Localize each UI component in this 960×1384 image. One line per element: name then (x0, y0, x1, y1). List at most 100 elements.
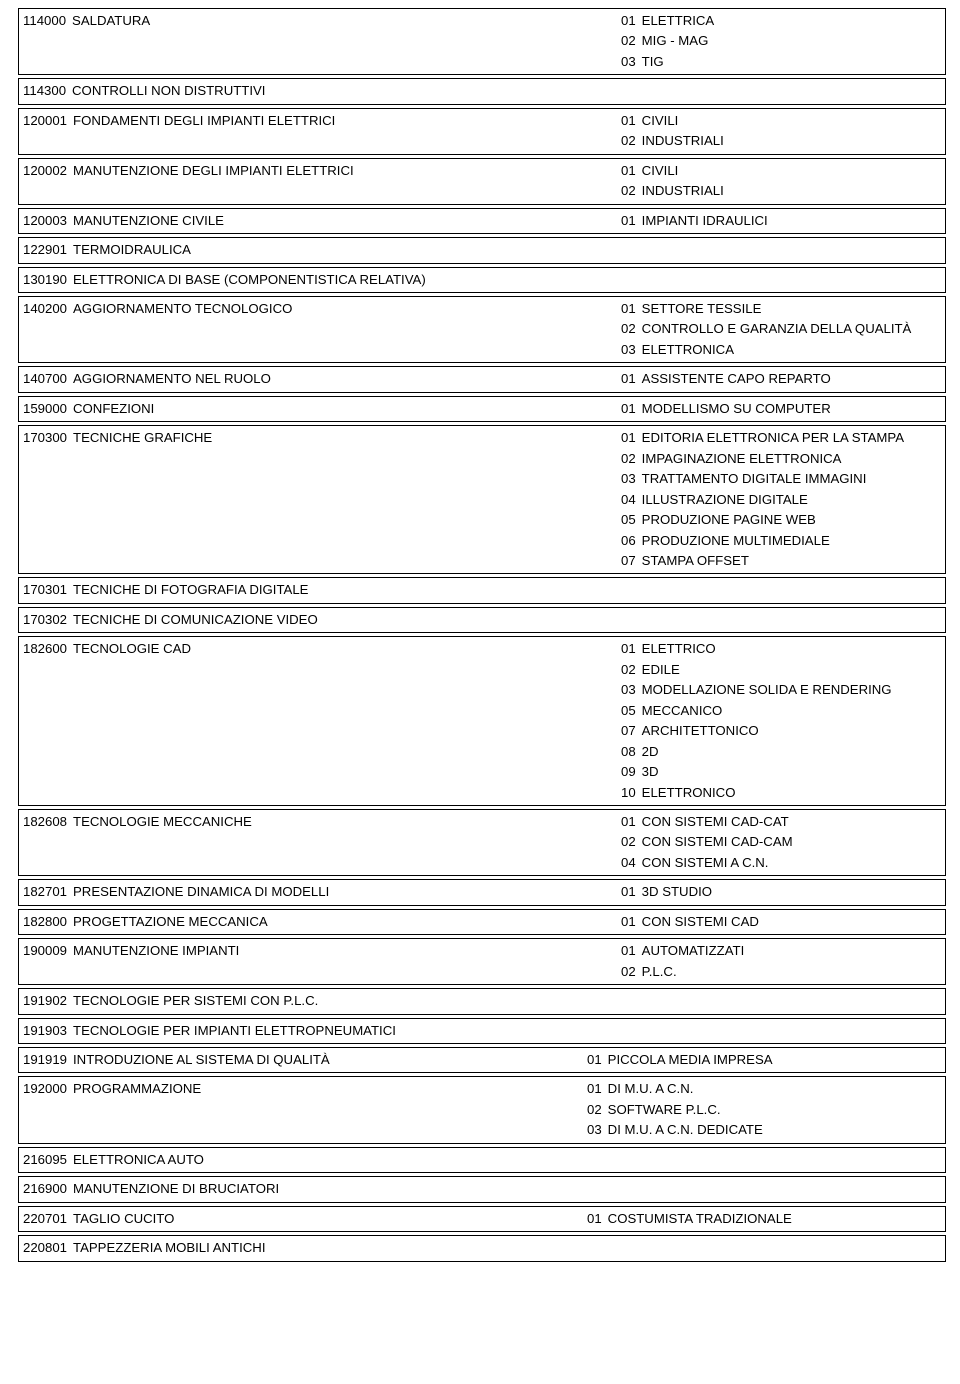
entry-row: 191903TECNOLOGIE PER IMPIANTI ELETTROPNE… (23, 1021, 941, 1041)
course-title: TECNICHE DI FOTOGRAFIA DIGITALE (73, 580, 621, 600)
course-code: 140200 (23, 299, 73, 319)
entry-row: 182608TECNOLOGIE MECCANICHE01CON SISTEMI… (23, 812, 941, 832)
entry-right-col: 01EDITORIA ELETTRONICA PER LA STAMPA (621, 428, 941, 448)
course-code (23, 962, 33, 982)
entry-left-col: 170301TECNICHE DI FOTOGRAFIA DIGITALE (23, 580, 621, 600)
course-title (33, 832, 621, 852)
entry-right-col: 02MIG - MAG (621, 31, 941, 51)
entry-left-col: 216900MANUTENZIONE DI BRUCIATORI (23, 1179, 621, 1199)
sub-text: INDUSTRIALI (642, 181, 941, 201)
sub-code: 02 (621, 449, 642, 469)
course-title: FONDAMENTI DEGLI IMPIANTI ELETTRICI (73, 111, 621, 131)
entry-left-col (23, 721, 621, 741)
sub-code: 01 (621, 211, 642, 231)
entry-left-col: 120002MANUTENZIONE DEGLI IMPIANTI ELETTR… (23, 161, 621, 181)
entry-left-col: 220801TAPPEZZERIA MOBILI ANTICHI (23, 1238, 621, 1258)
course-code (23, 181, 33, 201)
sub-text: TRATTAMENTO DIGITALE IMMAGINI (642, 469, 941, 489)
course-code: 120002 (23, 161, 73, 181)
entry-left-col: 182800PROGETTAZIONE MECCANICA (23, 912, 621, 932)
course-entry: 220701TAGLIO CUCITO01COSTUMISTA TRADIZIO… (18, 1206, 946, 1232)
course-code (23, 131, 33, 151)
course-entry: 170301TECNICHE DI FOTOGRAFIA DIGITALE (18, 577, 946, 603)
entry-left-col (23, 762, 621, 782)
entry-row: 02IMPAGINAZIONE ELETTRONICA (23, 449, 941, 469)
entry-left-col: 170302TECNICHE DI COMUNICAZIONE VIDEO (23, 610, 621, 630)
entry-right-col: 093D (621, 762, 941, 782)
entry-row: 093D (23, 762, 941, 782)
entry-left-col: 140700AGGIORNAMENTO NEL RUOLO (23, 369, 621, 389)
course-code (23, 721, 33, 741)
sub-text: MODELLISMO SU COMPUTER (642, 399, 941, 419)
entry-row: 192000PROGRAMMAZIONE01DI M.U. A C.N. (23, 1079, 941, 1099)
course-entry: 130190ELETTRONICA DI BASE (COMPONENTISTI… (18, 267, 946, 293)
entry-row: 04ILLUSTRAZIONE DIGITALE (23, 490, 941, 510)
sub-text: CIVILI (642, 111, 941, 131)
entry-left-col (23, 1100, 587, 1120)
course-title: TECNOLOGIE MECCANICHE (73, 812, 621, 832)
course-title (33, 962, 621, 982)
entry-row: 03MODELLAZIONE SOLIDA E RENDERING (23, 680, 941, 700)
entry-right-col: 01PICCOLA MEDIA IMPRESA (587, 1050, 941, 1070)
course-title (33, 701, 621, 721)
entry-row: 122901TERMOIDRAULICA (23, 240, 941, 260)
sub-text: 3D STUDIO (642, 882, 941, 902)
course-entry: 182701PRESENTAZIONE DINAMICA DI MODELLI0… (18, 879, 946, 905)
entry-right-col: 01ELETTRICA (621, 11, 941, 31)
entry-row: 182800PROGETTAZIONE MECCANICA01CON SISTE… (23, 912, 941, 932)
entry-row: 02CON SISTEMI CAD-CAM (23, 832, 941, 852)
course-title: TAGLIO CUCITO (73, 1209, 587, 1229)
entry-right-col: 02CON SISTEMI CAD-CAM (621, 832, 941, 852)
entry-row: 02INDUSTRIALI (23, 181, 941, 201)
entry-row: 120003MANUTENZIONE CIVILE01IMPIANTI IDRA… (23, 211, 941, 231)
course-code: 114000 (23, 11, 72, 31)
course-title: TECNOLOGIE PER IMPIANTI ELETTROPNEUMATIC… (73, 1021, 621, 1041)
sub-text: ELETTRICA (642, 11, 941, 31)
entry-right-col: 01ASSISTENTE CAPO REPARTO (621, 369, 941, 389)
course-entry: 120001FONDAMENTI DEGLI IMPIANTI ELETTRIC… (18, 108, 946, 155)
entry-row: 120002MANUTENZIONE DEGLI IMPIANTI ELETTR… (23, 161, 941, 181)
entry-left-col (23, 131, 621, 151)
sub-code: 03 (621, 340, 642, 360)
sub-text: CIVILI (642, 161, 941, 181)
course-code: 170300 (23, 428, 73, 448)
course-code (23, 531, 33, 551)
sub-code: 02 (621, 31, 642, 51)
entry-row: 130190ELETTRONICA DI BASE (COMPONENTISTI… (23, 270, 941, 290)
course-code (23, 340, 33, 360)
entry-left-col: 216095ELETTRONICA AUTO (23, 1150, 621, 1170)
sub-code: 01 (621, 299, 642, 319)
sub-text: CON SISTEMI A C.N. (642, 853, 941, 873)
entry-left-col (23, 832, 621, 852)
course-title: PRESENTAZIONE DINAMICA DI MODELLI (73, 882, 621, 902)
course-title: AGGIORNAMENTO TECNOLOGICO (73, 299, 621, 319)
entry-left-col (23, 340, 621, 360)
sub-text: CON SISTEMI CAD-CAT (642, 812, 941, 832)
course-code: 220801 (23, 1238, 73, 1258)
entry-right-col: 013D STUDIO (621, 882, 941, 902)
entry-left-col: 182701PRESENTAZIONE DINAMICA DI MODELLI (23, 882, 621, 902)
sub-code: 01 (587, 1209, 608, 1229)
course-code (23, 1120, 33, 1140)
entry-left-col (23, 510, 621, 530)
sub-text: MECCANICO (642, 701, 941, 721)
course-title (33, 510, 621, 530)
entry-left-col: 191902TECNOLOGIE PER SISTEMI CON P.L.C. (23, 991, 621, 1011)
course-code: 190009 (23, 941, 73, 961)
sub-text: ASSISTENTE CAPO REPARTO (642, 369, 941, 389)
sub-text: CONTROLLO E GARANZIA DELLA QUALITÀ (642, 319, 941, 339)
course-listing-page: 114000SALDATURA01ELETTRICA 02MIG - MAG 0… (0, 0, 960, 1285)
entry-row: 220801TAPPEZZERIA MOBILI ANTICHI (23, 1238, 941, 1258)
course-entry: 159000CONFEZIONI01MODELLISMO SU COMPUTER (18, 396, 946, 422)
sub-text: EDILE (642, 660, 941, 680)
course-title: AGGIORNAMENTO NEL RUOLO (73, 369, 621, 389)
entry-right-col: 03DI M.U. A C.N. DEDICATE (587, 1120, 941, 1140)
entry-left-col (23, 319, 621, 339)
entry-right-col: 02INDUSTRIALI (621, 131, 941, 151)
sub-code: 02 (621, 181, 642, 201)
entry-left-col (23, 962, 621, 982)
entry-row: 07STAMPA OFFSET (23, 551, 941, 571)
entry-row: 02INDUSTRIALI (23, 131, 941, 151)
entry-right-col: 06PRODUZIONE MULTIMEDIALE (621, 531, 941, 551)
sub-code: 08 (621, 742, 642, 762)
